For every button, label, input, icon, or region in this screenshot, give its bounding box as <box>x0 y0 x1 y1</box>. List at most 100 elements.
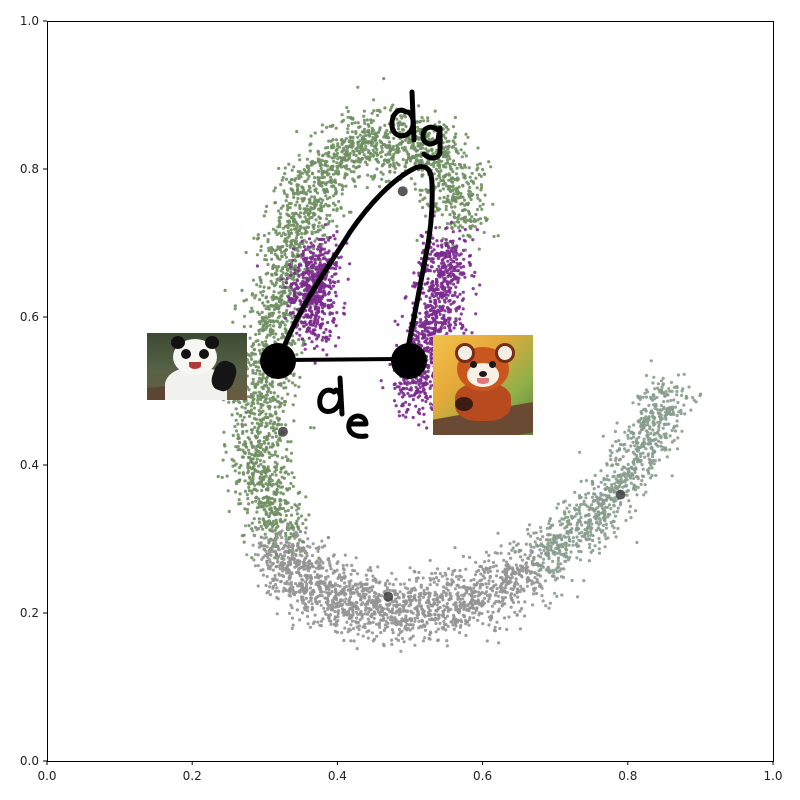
scatter-point <box>281 280 285 284</box>
scatter-point <box>258 322 262 326</box>
scatter-point <box>284 177 289 181</box>
scatter-point <box>273 465 277 469</box>
scatter-point <box>297 153 301 157</box>
scatter-point <box>233 307 237 311</box>
scatter-point <box>346 130 350 135</box>
scatter-point <box>305 157 309 161</box>
scatter-point <box>418 120 422 124</box>
scatter-point <box>282 189 286 193</box>
scatter-point <box>313 361 317 365</box>
scatter-point <box>266 262 270 267</box>
scatter-point <box>461 297 465 301</box>
scatter-point <box>401 403 405 408</box>
scatter-point <box>440 271 445 275</box>
scatter-point <box>432 164 436 168</box>
scatter-point <box>242 540 246 544</box>
scatter-point <box>388 362 392 367</box>
scatter-point <box>289 532 293 536</box>
scatter-point <box>274 281 278 285</box>
scatter-point <box>273 499 277 503</box>
scatter-point <box>243 507 247 511</box>
scatter-point <box>435 292 439 296</box>
scatter-point <box>349 639 353 643</box>
scatter-point <box>324 202 328 206</box>
scatter-point <box>385 579 390 583</box>
scatter-point <box>284 455 288 459</box>
scatter-point <box>404 124 408 129</box>
scatter-point <box>447 307 451 311</box>
scatter-point <box>423 392 427 396</box>
scatter-point <box>325 125 329 129</box>
scatter-point <box>290 471 294 475</box>
scatter-point <box>433 185 438 189</box>
scatter-point <box>248 310 252 314</box>
scatter-point <box>443 300 447 304</box>
scatter-point <box>356 85 360 89</box>
scatter-point <box>450 249 454 253</box>
scatter-point <box>453 205 457 209</box>
scatter-point <box>456 591 460 595</box>
scatter-point <box>401 413 405 417</box>
scatter-point <box>452 282 456 286</box>
scatter-point <box>289 223 293 227</box>
scatter-point <box>403 138 408 142</box>
scatter-point <box>294 191 298 195</box>
scatter-point <box>334 344 338 348</box>
scatter-point <box>420 324 424 328</box>
scatter-point <box>245 445 249 449</box>
scatter-point <box>444 296 448 300</box>
scatter-point <box>320 224 324 228</box>
scatter-point <box>399 114 403 118</box>
scatter-point <box>448 310 452 314</box>
scatter-point <box>518 627 523 631</box>
scatter-point <box>447 317 451 322</box>
scatter-point <box>481 202 485 206</box>
scatter-point <box>414 159 418 163</box>
scatter-point <box>407 155 411 159</box>
scatter-point <box>273 340 277 344</box>
scatter-point <box>312 251 316 255</box>
scatter-point <box>239 413 243 417</box>
scatter-point <box>328 334 332 338</box>
scatter-point <box>542 548 546 553</box>
scatter-point <box>362 118 366 122</box>
scatter-point <box>261 372 265 376</box>
scatter-point <box>257 442 261 446</box>
scatter-point <box>470 171 474 175</box>
scatter-point <box>285 571 289 575</box>
scatter-point <box>308 286 312 290</box>
scatter-point <box>284 316 288 320</box>
scatter-point <box>320 338 324 342</box>
scatter-point <box>450 180 454 184</box>
scatter-point <box>347 157 351 161</box>
scatter-point <box>439 327 443 331</box>
scatter-point <box>291 247 296 251</box>
scatter-point <box>474 219 478 223</box>
scatter-point <box>275 462 279 466</box>
scatter-point <box>310 270 314 274</box>
scatter-point <box>251 457 255 461</box>
scatter-point <box>256 564 260 568</box>
scatter-point <box>234 418 238 422</box>
scatter-point <box>408 381 412 385</box>
scatter-point <box>400 636 405 641</box>
scatter-point <box>267 286 271 290</box>
scatter-point <box>270 527 274 531</box>
scatter-point <box>283 509 288 513</box>
scatter-point <box>274 332 278 336</box>
scatter-point <box>417 592 421 596</box>
scatter-point <box>371 620 375 624</box>
scatter-point <box>479 221 483 225</box>
scatter-point <box>394 404 398 408</box>
scatter-point <box>443 322 447 326</box>
scatter-point <box>398 607 402 611</box>
scatter-point <box>403 145 407 149</box>
scatter-point <box>292 223 296 228</box>
scatter-point <box>454 285 458 289</box>
scatter-point <box>434 226 438 230</box>
scatter-point <box>396 127 400 131</box>
scatter-point <box>455 149 459 153</box>
scatter-point <box>250 421 254 425</box>
scatter-point <box>264 396 268 401</box>
scatter-point <box>349 623 353 627</box>
